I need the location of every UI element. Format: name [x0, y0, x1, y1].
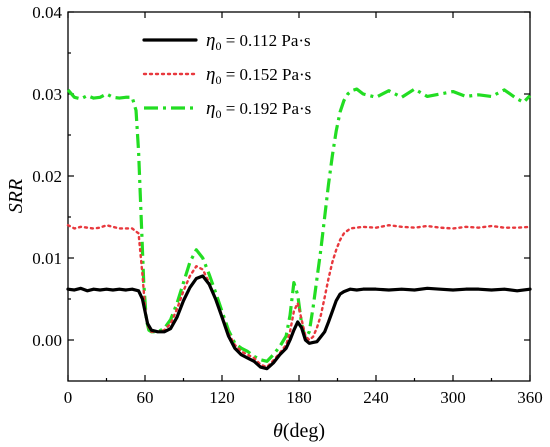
x-tick-label-5: 300 [440, 388, 466, 407]
y-tick-label-2: 0.02 [32, 167, 62, 186]
x-axis-symbol: θ [273, 420, 283, 442]
legend-label-0: η0 = 0.112 Pa·s [206, 30, 311, 53]
y-tick-label-4: 0.04 [32, 3, 62, 22]
x-tick-label-2: 120 [209, 388, 235, 407]
legend-label-2: η0 = 0.192 Pa·s [206, 98, 311, 121]
x-tick-label-4: 240 [363, 388, 389, 407]
y-tick-label-3: 0.03 [32, 85, 62, 104]
x-axis-title: θ(deg) [273, 420, 325, 442]
series-line-1 [66, 224, 532, 369]
series-line-2 [66, 87, 532, 363]
x-axis-unit: (deg) [283, 420, 325, 442]
series-group [66, 87, 532, 371]
y-axis-title: SRR [5, 179, 27, 213]
x-tick-label-1: 60 [137, 388, 154, 407]
y-axis: 0.00 0.01 0.02 0.03 0.04 [32, 3, 530, 350]
legend-label-1: η0 = 0.152 Pa·s [206, 64, 311, 87]
series-line-0 [66, 274, 532, 371]
legend: η0 = 0.112 Pa·s η0 = 0.152 Pa·s η0 = 0.192… [142, 30, 311, 121]
y-tick-label-1: 0.01 [32, 249, 62, 268]
x-tick-label-3: 180 [286, 388, 312, 407]
y-tick-label-0: 0.00 [32, 331, 62, 350]
x-tick-label-6: 360 [517, 388, 543, 407]
x-axis: 0 60 120 180 240 300 360 [64, 12, 543, 407]
x-tick-label-0: 0 [64, 388, 73, 407]
